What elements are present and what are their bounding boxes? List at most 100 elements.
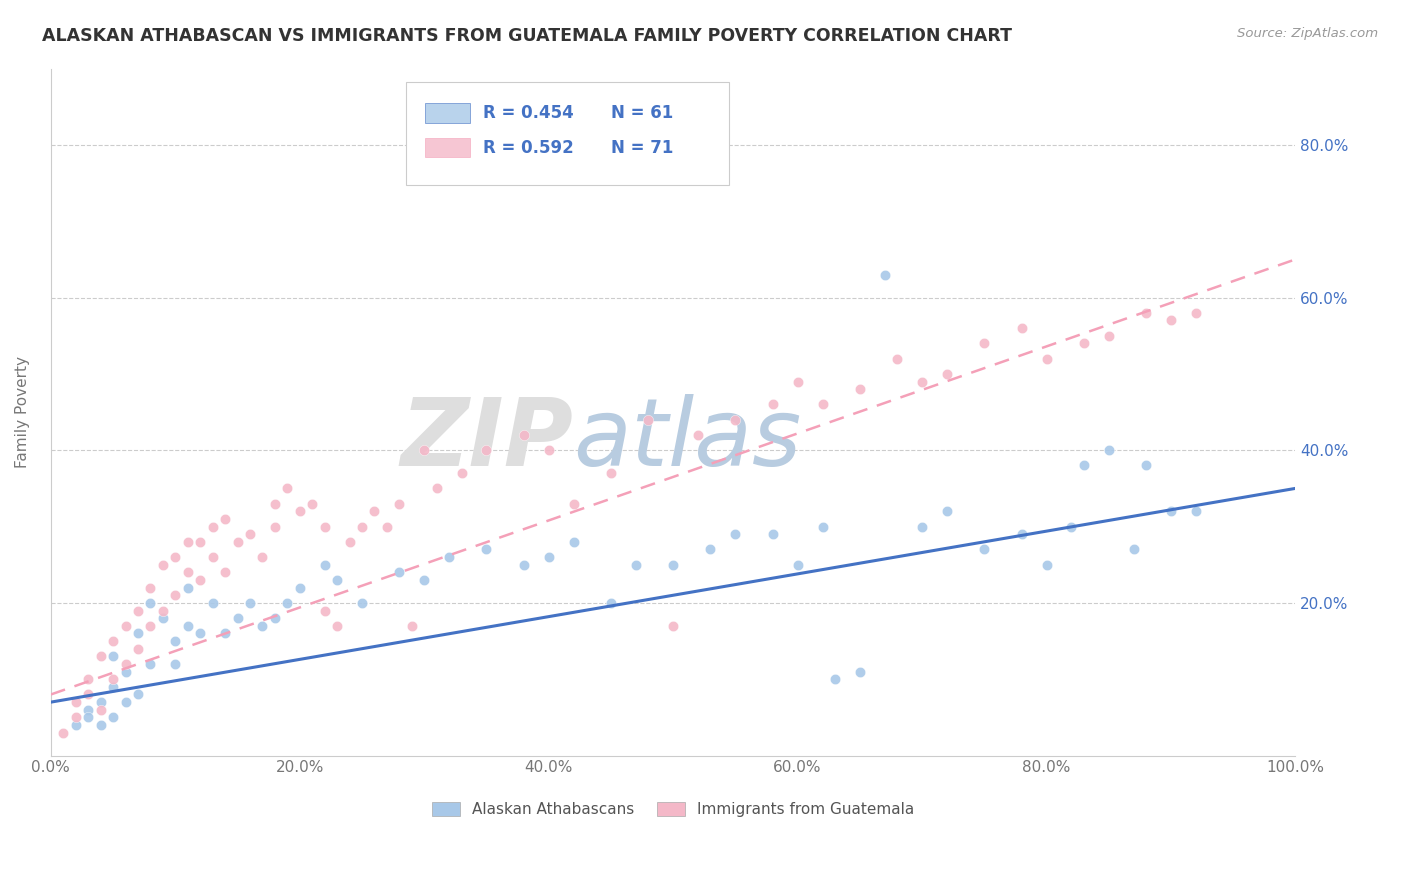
Point [849,382,872,396]
Point [600,466,623,480]
Point [214,512,236,526]
Point [1011,527,1033,541]
Point [1135,458,1157,473]
Point [1098,443,1121,458]
Point [288,504,311,518]
FancyBboxPatch shape [405,82,730,186]
Point [90,703,112,717]
Point [263,611,285,625]
Point [437,550,460,565]
Point [90,649,112,664]
Point [1073,458,1095,473]
Point [314,558,336,572]
Point [165,634,187,648]
Point [77,703,100,717]
Point [537,550,560,565]
Point [152,558,174,572]
Point [177,534,200,549]
Point [388,497,411,511]
Point [252,550,274,565]
Point [65,718,87,732]
Point [911,519,934,533]
Point [326,573,349,587]
Point [811,397,834,411]
Point [786,558,808,572]
Point [165,657,187,671]
Point [1035,351,1057,366]
Point [114,657,136,671]
Point [786,375,808,389]
Point [637,412,659,426]
Text: Source: ZipAtlas.com: Source: ZipAtlas.com [1237,27,1378,40]
Point [214,566,236,580]
Point [413,573,436,587]
Point [101,634,124,648]
Point [1073,336,1095,351]
Point [849,665,872,679]
Point [326,619,349,633]
Point [239,596,262,610]
Point [762,397,785,411]
Point [90,695,112,709]
Point [762,527,785,541]
Point [188,626,211,640]
Point [77,672,100,686]
Point [426,482,449,496]
Point [214,626,236,640]
Point [1185,306,1208,320]
Point [139,581,162,595]
Text: ZIP: ZIP [401,393,574,485]
Point [724,527,747,541]
Point [165,588,187,602]
Point [724,412,747,426]
Point [139,619,162,633]
Point [401,619,423,633]
Point [101,710,124,724]
Text: N = 61: N = 61 [612,104,673,122]
Point [263,519,285,533]
Point [314,603,336,617]
Point [824,672,846,686]
Point [114,695,136,709]
Point [188,534,211,549]
Point [201,596,224,610]
Point [350,519,373,533]
Point [450,466,472,480]
Point [263,497,285,511]
Point [537,443,560,458]
Text: atlas: atlas [574,394,801,485]
Point [90,718,112,732]
Point [339,534,361,549]
Point [911,375,934,389]
Text: R = 0.454: R = 0.454 [482,104,574,122]
Point [114,665,136,679]
Legend: Alaskan Athabascans, Immigrants from Guatemala: Alaskan Athabascans, Immigrants from Gua… [426,797,920,823]
Point [152,603,174,617]
Point [177,566,200,580]
Point [276,482,298,496]
Point [101,672,124,686]
Point [65,695,87,709]
Point [177,619,200,633]
Point [201,550,224,565]
Point [276,596,298,610]
FancyBboxPatch shape [426,103,470,123]
Point [165,550,187,565]
Point [936,504,959,518]
Point [239,527,262,541]
Point [288,581,311,595]
Point [1060,519,1083,533]
Point [624,558,647,572]
Point [226,534,249,549]
Point [1098,328,1121,343]
Point [152,611,174,625]
Point [973,542,995,557]
Point [114,619,136,633]
Point [1011,321,1033,335]
FancyBboxPatch shape [426,137,470,158]
Text: N = 71: N = 71 [612,138,673,156]
Point [1160,313,1182,327]
Point [127,641,149,656]
Point [188,573,211,587]
Point [52,725,75,739]
